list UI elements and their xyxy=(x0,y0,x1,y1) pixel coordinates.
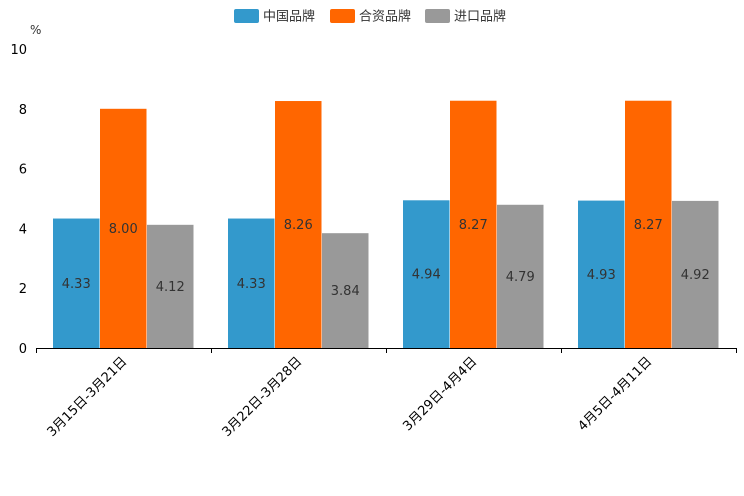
bar-value-label: 8.27 xyxy=(634,218,663,233)
x-axis-ticks xyxy=(36,348,737,353)
bar-value-label: 4.79 xyxy=(506,270,535,285)
x-tick-label: 3月15日-3月21日 xyxy=(45,354,131,440)
y-tick-label: 10 xyxy=(10,43,27,58)
bar-value-label: 4.12 xyxy=(156,280,185,295)
bar[interactable] xyxy=(228,218,275,348)
bar[interactable] xyxy=(322,233,369,348)
bar[interactable] xyxy=(53,218,100,348)
bar-value-label: 8.00 xyxy=(109,222,138,237)
y-tick-label: 2 xyxy=(19,282,27,297)
bar[interactable] xyxy=(147,224,194,348)
legend-swatch-0[interactable] xyxy=(234,9,259,23)
bar[interactable] xyxy=(403,200,450,348)
y-axis-unit-label: % xyxy=(30,23,41,37)
legend-label-2: 进口品牌 xyxy=(454,9,506,25)
bar-value-label: 4.33 xyxy=(237,277,266,292)
y-tick-label: 6 xyxy=(19,163,27,178)
bar-value-label: 4.33 xyxy=(62,277,91,292)
bar-value-label: 4.94 xyxy=(412,268,441,283)
bar-value-label: 8.26 xyxy=(284,218,313,233)
x-tick-label: 4月5日-4月11日 xyxy=(575,354,655,434)
y-tick-label: 4 xyxy=(19,222,27,237)
legend-swatch-1[interactable] xyxy=(330,9,355,23)
bar[interactable] xyxy=(578,200,625,348)
y-tick-label: 8 xyxy=(19,103,27,118)
legend-label-1: 合资品牌 xyxy=(359,9,411,25)
bar-value-label: 8.27 xyxy=(459,218,488,233)
data-labels: 4.33 8.00 4.12 4.33 8.26 3.84 4.94 8.27 4.79 4.93… xyxy=(62,218,710,299)
legend-swatch-2[interactable] xyxy=(425,9,450,23)
bar[interactable] xyxy=(672,200,719,348)
y-axis-ticks: 0 2 4 6 8 10 xyxy=(10,43,27,357)
y-tick-label: 0 xyxy=(19,342,27,357)
bar-value-label: 4.92 xyxy=(681,268,710,283)
bar-series xyxy=(53,100,719,349)
bar[interactable] xyxy=(497,204,544,348)
chart-legend: 中国品牌 合资品牌 进口品牌 xyxy=(234,9,506,25)
x-tick-label: 3月22日-3月28日 xyxy=(220,354,306,440)
bar[interactable] xyxy=(275,101,322,348)
bar-value-label: 3.84 xyxy=(331,284,360,299)
x-tick-label: 3月29日-4月4日 xyxy=(400,354,480,434)
bar[interactable] xyxy=(450,100,497,349)
x-axis-labels: 3月15日-3月21日 3月22日-3月28日 3月29日-4月4日 4月5日-4月1… xyxy=(45,354,656,440)
bar[interactable] xyxy=(100,108,147,348)
legend-label-0: 中国品牌 xyxy=(263,9,315,25)
bar-value-label: 4.93 xyxy=(587,268,616,283)
bar[interactable] xyxy=(625,100,672,349)
